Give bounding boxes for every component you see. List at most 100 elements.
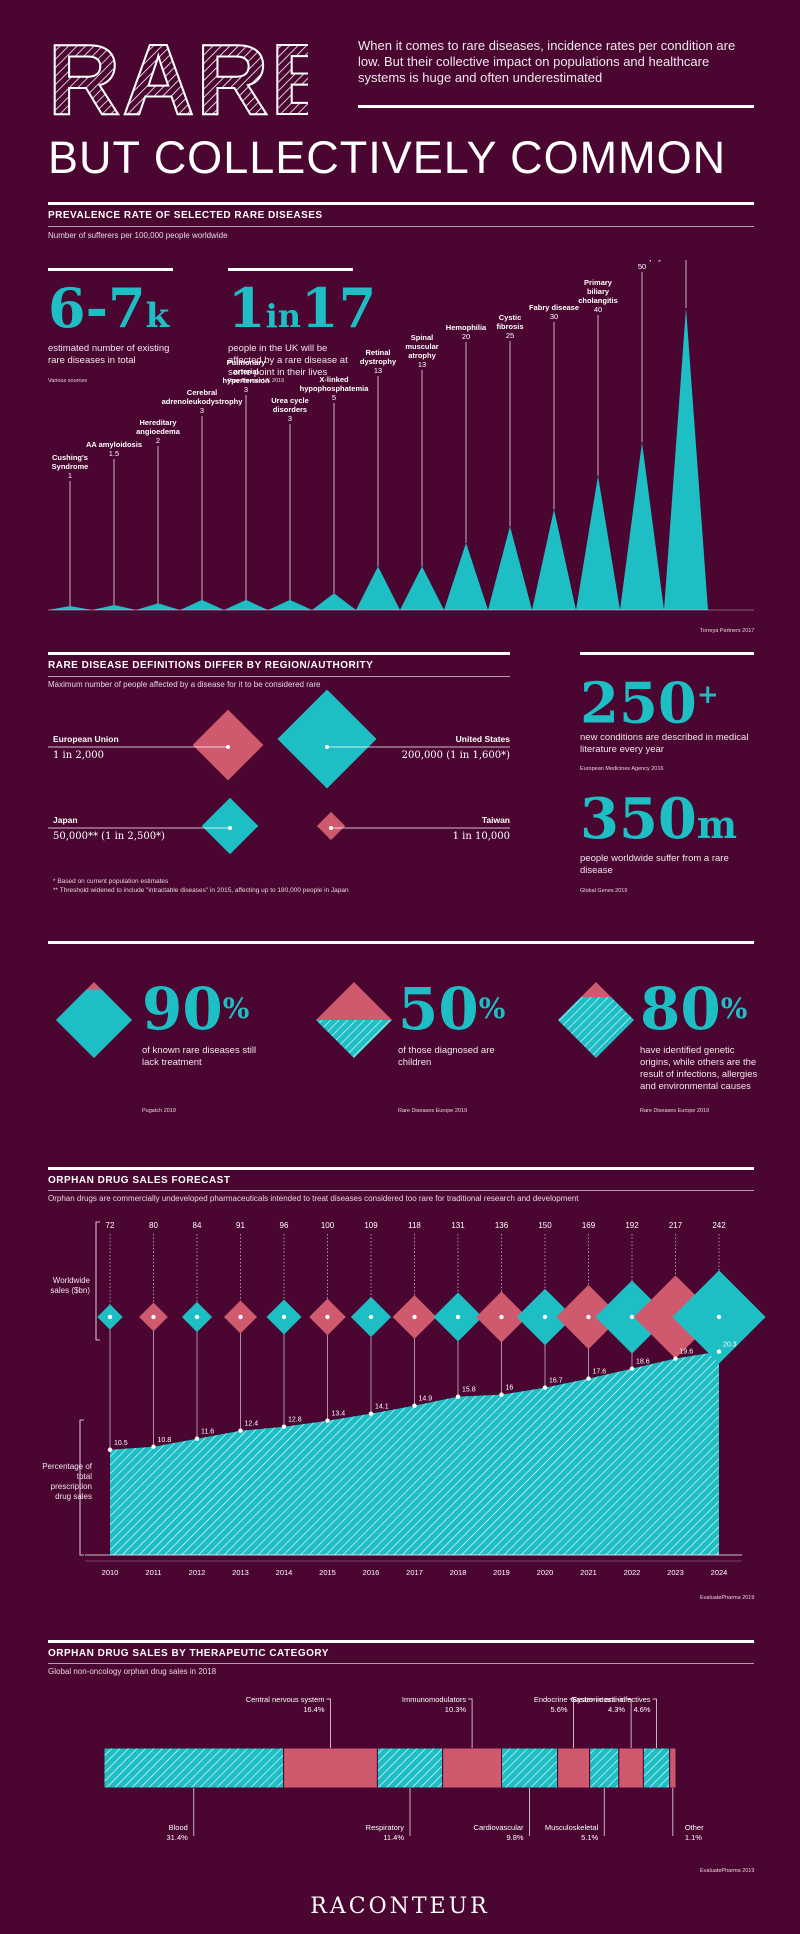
category-label: Immunomodulators xyxy=(402,1695,466,1704)
us-name: United States xyxy=(455,734,510,744)
prevalence-spike xyxy=(92,604,136,610)
prevalence-spike xyxy=(576,475,620,610)
category-label: Musculoskeletal xyxy=(545,1823,599,1832)
pct-90-text: of known rare diseases still lack treatm… xyxy=(142,1045,257,1068)
definitions-chart xyxy=(48,690,510,855)
category-source: EvaluatePharma 2019 xyxy=(700,1868,755,1874)
prevalence-label: fibrosis xyxy=(496,322,523,331)
pct-value: 14.1 xyxy=(375,1404,389,1411)
category-label: Central nervous system xyxy=(246,1695,325,1704)
category-value: 16.4% xyxy=(303,1705,325,1714)
prevalence-value: 3 xyxy=(288,414,292,423)
year-label: 2018 xyxy=(450,1568,467,1577)
pct-value: 13.4 xyxy=(332,1411,346,1418)
category-value: 9.8% xyxy=(506,1833,523,1842)
jp-value: 50,000** (1 in 2,500*) xyxy=(53,831,165,842)
category-segment xyxy=(283,1747,378,1789)
eu-value: 1 in 2,000 xyxy=(53,750,104,761)
forecast-title: ORPHAN DRUG SALES FORECAST xyxy=(48,1175,231,1186)
prevalence-label: disorders xyxy=(273,405,307,414)
pct-point xyxy=(151,1444,156,1449)
pct-value: 14.9 xyxy=(419,1396,433,1403)
year-label: 2011 xyxy=(145,1568,161,1577)
definitions-title: RARE DISEASE DEFINITIONS DIFFER BY REGIO… xyxy=(48,660,374,671)
stat-250-source: European Medicines Agency 2016 xyxy=(580,766,664,772)
pct-value: 15.8 xyxy=(462,1387,476,1394)
year-label: 2021 xyxy=(580,1568,597,1577)
category-segment xyxy=(442,1747,503,1789)
category-segment xyxy=(589,1747,620,1789)
pct-point xyxy=(716,1349,722,1354)
us-diamond xyxy=(277,690,377,789)
pct-value: 19.6 xyxy=(680,1349,694,1356)
prevalence-title: PREVALENCE RATE OF SELECTED RARE DISEASE… xyxy=(48,210,323,221)
pct-point xyxy=(673,1356,678,1361)
prevalence-spike xyxy=(620,442,664,610)
definitions-note-2: ** Threshold widened to include "intract… xyxy=(53,887,349,894)
prevalence-label: Hereditary xyxy=(139,418,177,427)
forecast-subtitle: Orphan drugs are commercially undevelope… xyxy=(48,1194,579,1203)
year-label: 2016 xyxy=(363,1568,380,1577)
prevalence-label: AA amyloidosis xyxy=(86,440,142,449)
prevalence-label: angioedema xyxy=(136,427,181,436)
year-label: 2013 xyxy=(232,1568,249,1577)
category-value: 10.3% xyxy=(445,1705,467,1714)
prevalence-subtitle: Number of sufferers per 100,000 people w… xyxy=(48,231,228,240)
prevalence-spike xyxy=(312,593,356,610)
pct-point xyxy=(412,1403,417,1408)
pct-point xyxy=(238,1428,243,1433)
sales-value: 72 xyxy=(106,1221,115,1230)
prevalence-value: 13 xyxy=(374,366,382,375)
pct-point xyxy=(499,1392,504,1397)
category-label: Respiratory xyxy=(366,1823,405,1832)
prevalence-value: 5 xyxy=(332,393,336,402)
category-label: Other xyxy=(685,1823,704,1832)
category-segment xyxy=(557,1747,591,1789)
prevalence-spike xyxy=(400,566,444,610)
stat-350: 350m xyxy=(580,786,738,852)
prevalence-label: biliary xyxy=(587,287,610,296)
pct-point xyxy=(107,1447,113,1452)
year-label: 2024 xyxy=(711,1568,728,1577)
prevalence-value: 13 xyxy=(418,360,426,369)
pct-value: 11.6 xyxy=(201,1429,214,1436)
prevalence-spike xyxy=(664,308,708,610)
sales-value: 91 xyxy=(236,1221,245,1230)
category-subtitle: Global non-oncology orphan drug sales in… xyxy=(48,1667,217,1676)
prevalence-value: 3 xyxy=(200,406,204,415)
prevalence-value: 25 xyxy=(506,331,514,340)
stat-uk-text: people in the UK will be affected by a r… xyxy=(228,343,348,378)
prevalence-value: 2 xyxy=(156,436,160,445)
prevalence-value: 3 xyxy=(244,385,248,394)
prevalence-spike xyxy=(488,526,532,610)
pct-point xyxy=(586,1376,591,1381)
intro-text: When it comes to rare diseases, incidenc… xyxy=(358,38,736,85)
sales-value: 100 xyxy=(321,1221,335,1230)
stat-uk-source: Rare Disease UK 2016 xyxy=(228,378,285,384)
prevalence-spike xyxy=(356,566,400,610)
forecast-source: EvaluatePharma 2019 xyxy=(700,1595,755,1601)
pct-value: 12.8 xyxy=(288,1417,302,1424)
stat-250: 250+ xyxy=(580,670,719,737)
prevalence-label: Narcolepsy xyxy=(622,260,663,262)
sales-value: 242 xyxy=(712,1221,726,1230)
prevalence-label: cholangitis xyxy=(578,296,618,305)
forecast-area xyxy=(110,1351,719,1555)
prevalence-spike xyxy=(180,599,224,610)
definitions-subtitle: Maximum number of people affected by a d… xyxy=(48,680,321,689)
category-segment xyxy=(669,1747,677,1789)
stat-250-text: new conditions are described in medical … xyxy=(580,732,749,755)
category-value: 5.1% xyxy=(581,1833,598,1842)
sales-value: 169 xyxy=(582,1221,596,1230)
prevalence-spike xyxy=(444,542,488,610)
category-segment xyxy=(103,1747,285,1789)
pct-value: 18.6 xyxy=(636,1359,650,1366)
stat-350-source: Global Genes 2019 xyxy=(580,888,628,894)
prevalence-value: 1.5 xyxy=(109,449,119,458)
prevalence-label: adrenoleukodystrophy xyxy=(162,397,244,406)
prevalence-label: Syndrome xyxy=(52,462,89,471)
prevalence-spike xyxy=(136,603,180,610)
year-label: 2020 xyxy=(537,1568,554,1577)
